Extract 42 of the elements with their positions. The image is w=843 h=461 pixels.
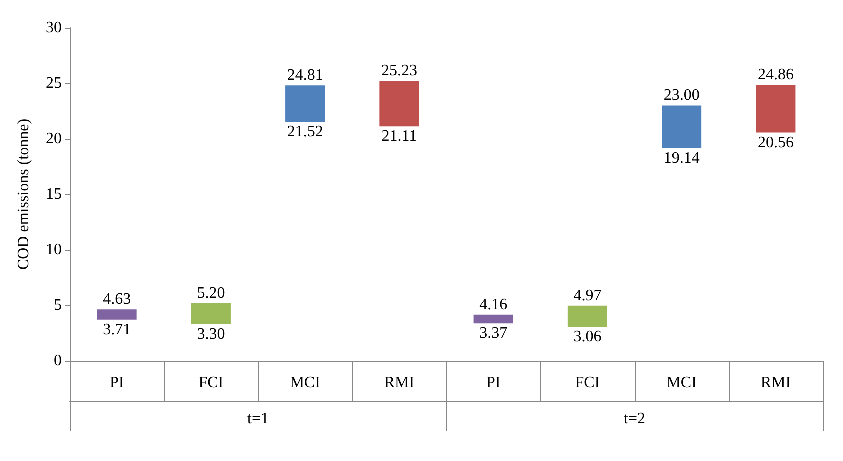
x-tick-label: PI — [110, 374, 124, 392]
text: 4.16 — [480, 296, 508, 314]
bar — [380, 80, 420, 127]
text: t=2 — [624, 410, 646, 428]
bar — [756, 85, 796, 133]
y-axis-title: COD emissions (tonne) — [16, 118, 32, 270]
bar — [662, 106, 702, 149]
text: 21.11 — [382, 128, 418, 146]
bar — [97, 310, 137, 320]
text: 25.23 — [381, 62, 418, 80]
x-tick-label: MCI — [666, 374, 697, 392]
text: 19.14 — [664, 150, 700, 168]
x-tick-label: MCI — [290, 374, 320, 392]
text: 4.63 — [103, 291, 132, 308]
y-tick-label: 20 — [46, 130, 62, 148]
text: t=1 — [248, 410, 269, 428]
text: 3.06 — [574, 328, 602, 346]
text: 20.56 — [758, 134, 794, 152]
y-tick-label: 5 — [54, 297, 62, 314]
text: 5.20 — [197, 284, 226, 302]
text: 3.71 — [103, 321, 132, 338]
bar — [474, 314, 514, 324]
y-tick-label: 10 — [46, 242, 62, 258]
y-tick-label: 15 — [46, 186, 62, 203]
y-tick-label: 25 — [46, 75, 62, 92]
x-tick-label: PI — [486, 374, 501, 392]
text: 24.86 — [758, 66, 794, 84]
x-tick-label: RMI — [760, 374, 792, 392]
bar — [568, 306, 608, 328]
y-tick-label: 0 — [54, 352, 62, 370]
text: 4.97 — [574, 287, 602, 304]
text: 3.30 — [197, 326, 226, 343]
bar — [191, 303, 231, 324]
text: 24.81 — [287, 67, 324, 84]
text: 21.52 — [287, 124, 324, 141]
y-tick-label: 30 — [46, 20, 62, 36]
text: 23.00 — [664, 87, 700, 104]
x-tick-label: FCI — [575, 374, 600, 392]
x-tick-label: FCI — [198, 374, 224, 392]
x-tick-label: RMI — [384, 374, 415, 392]
bar — [286, 86, 326, 122]
text: 3.37 — [480, 325, 508, 342]
